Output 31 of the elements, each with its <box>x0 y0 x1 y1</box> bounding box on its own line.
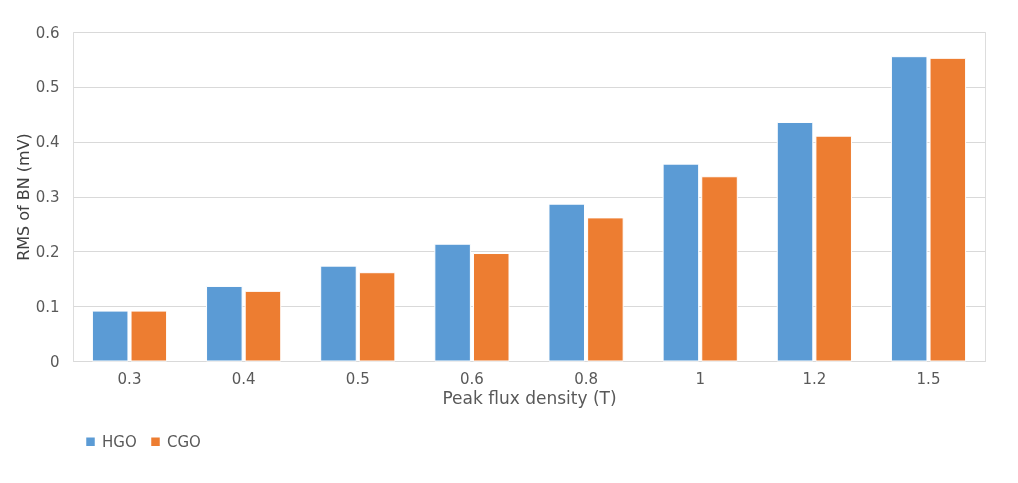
y-tick-label: 0.6 <box>35 23 60 42</box>
x-tick-label: 1.2 <box>802 369 827 388</box>
bar <box>815 135 852 362</box>
y-axis-title: RMS of BN (mV) <box>13 133 33 261</box>
y-tick-label: 0.5 <box>35 78 60 97</box>
bar <box>701 176 738 362</box>
legend-label: HGO <box>102 432 137 451</box>
x-tick-label: 0.8 <box>574 369 598 388</box>
bar <box>434 243 471 362</box>
bar <box>244 290 282 362</box>
y-tick-label: 0.4 <box>35 133 60 152</box>
y-tick-label: 0.2 <box>35 242 60 261</box>
bar <box>776 121 814 362</box>
bar <box>358 272 396 362</box>
y-tick-label: 0 <box>49 352 60 371</box>
legend-label: CGO <box>167 432 201 451</box>
x-tick-label: 0.5 <box>345 369 370 388</box>
bar <box>587 217 624 362</box>
x-tick-label: 1 <box>695 369 705 388</box>
x-tick-label: 0.4 <box>231 369 256 388</box>
bar <box>548 203 586 362</box>
bar <box>472 253 510 362</box>
bar <box>662 163 700 362</box>
bar <box>320 265 357 362</box>
bar <box>206 285 243 362</box>
y-tick-label: 0.1 <box>35 297 60 316</box>
x-axis-title: Peak flux density (T) <box>442 387 617 408</box>
x-tick-label: 0.3 <box>117 369 142 388</box>
x-tick-label: 0.6 <box>460 369 484 388</box>
x-tick-label: 1.5 <box>916 369 941 388</box>
y-tick-label: 0.3 <box>35 188 60 206</box>
